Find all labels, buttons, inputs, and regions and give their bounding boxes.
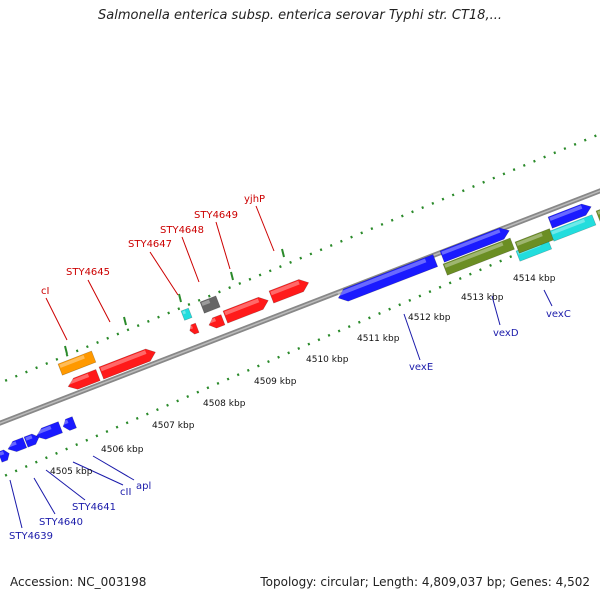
gene-label: vexC — [546, 309, 571, 320]
gene-sty4647 — [189, 322, 200, 335]
gene-label: vexE — [409, 362, 433, 373]
gene-sty4649 — [222, 296, 269, 324]
accession-text: Accession: NC_003198 — [10, 575, 147, 589]
major-tick — [230, 271, 234, 281]
major-tick — [178, 293, 182, 303]
outer-tick-rail — [0, 132, 600, 385]
gene-sty4641 — [23, 433, 40, 448]
gene-label: yjhP — [244, 194, 265, 205]
gene-label: apl — [136, 481, 151, 492]
gene-sty4648 — [208, 314, 226, 329]
leader-line — [403, 313, 421, 361]
leader-line — [181, 236, 200, 283]
tick-label: 4508 kbp — [203, 399, 246, 409]
gene-label: STY4640 — [39, 517, 83, 528]
leader-line — [255, 205, 275, 252]
tick-label: 4505 kbp — [50, 467, 93, 477]
tick-label: 4511 kbp — [357, 334, 400, 344]
gene-sty4645 — [98, 348, 156, 380]
leader-line — [149, 251, 179, 296]
leader-line — [543, 289, 553, 307]
leader-line — [33, 477, 56, 515]
tick-label: 4512 kbp — [408, 313, 451, 323]
gene-label: vexD — [493, 328, 519, 339]
tick-label: 4506 kbp — [101, 445, 144, 455]
gene-sty4640 — [7, 437, 28, 452]
gene-label: STY4647 — [128, 239, 172, 250]
gene-vexe — [337, 254, 439, 302]
gene-ci-box — [57, 350, 97, 376]
leader-line — [45, 297, 68, 341]
major-tick — [281, 248, 285, 258]
gene-sty4648-box — [199, 295, 221, 314]
gene-apl — [62, 416, 77, 431]
topology-text: Topology: circular; Length: 4,809,037 bp… — [260, 575, 590, 589]
gene-edge — [595, 207, 600, 222]
gene-vexd — [442, 237, 515, 276]
gene-cii — [35, 421, 63, 440]
major-tick — [123, 316, 127, 326]
gene-label: cI — [41, 286, 49, 297]
gene-sty4647-box — [180, 307, 193, 321]
leader-line — [92, 455, 135, 481]
gene-label: STY4649 — [194, 210, 238, 221]
leader-line — [87, 279, 111, 323]
map-title: Salmonella enterica subsp. enterica sero… — [98, 8, 502, 23]
gene-label: STY4641 — [72, 502, 116, 513]
gene-vexc-cyan — [549, 214, 597, 242]
tick-label: 4513 kbp — [461, 293, 504, 303]
gene-label: cII — [120, 487, 131, 498]
tick-label: 4507 kbp — [152, 421, 195, 431]
tick-label: 4509 kbp — [254, 377, 297, 387]
gene-label: STY4648 — [160, 225, 204, 236]
gene-label: STY4645 — [66, 267, 110, 278]
leader-line — [45, 469, 86, 501]
gene-label: STY4639 — [9, 531, 53, 542]
leader-line — [491, 295, 501, 326]
gene-yjhp — [268, 279, 310, 304]
leader-line — [215, 221, 231, 270]
gene-vexc — [547, 203, 592, 229]
tick-label: 4510 kbp — [306, 355, 349, 365]
major-tick — [64, 345, 68, 355]
leader-line — [9, 479, 23, 529]
tick-label: 4514 kbp — [513, 274, 556, 284]
gene-vexd-upper — [439, 227, 510, 263]
gene-sty4639 — [0, 449, 10, 463]
leader-line — [72, 461, 124, 486]
gene-ci — [67, 369, 101, 390]
